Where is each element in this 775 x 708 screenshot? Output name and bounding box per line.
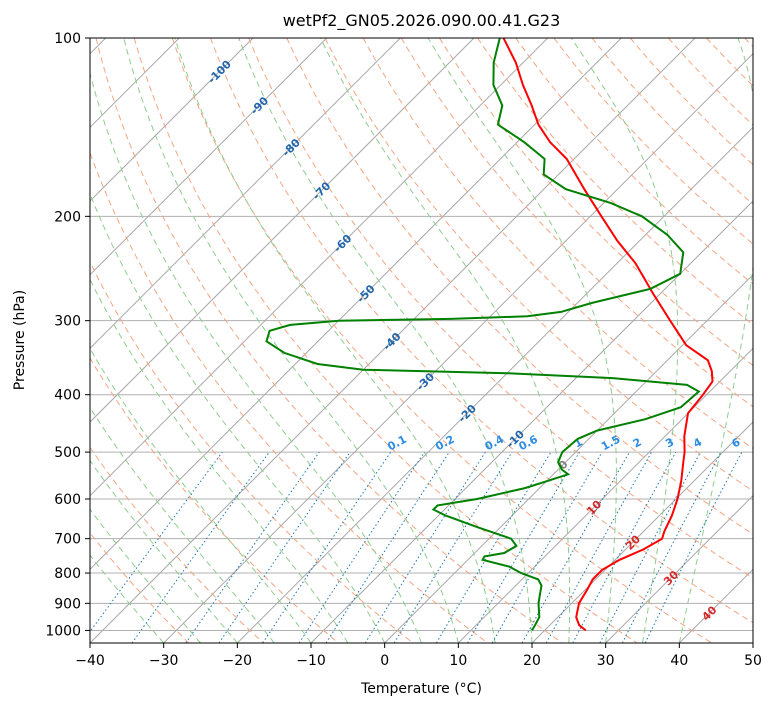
x-tick-label: 30 xyxy=(597,653,615,669)
moist-adiabat-line xyxy=(174,38,496,643)
dry-adiabat-line xyxy=(248,38,753,579)
isotherm-line xyxy=(90,38,401,350)
moist-adiabat-line xyxy=(678,38,753,643)
dry-adiabat-line xyxy=(400,38,753,408)
isotherm-line xyxy=(384,273,753,643)
mixing-ratio-line xyxy=(325,451,450,643)
x-tick-label: 20 xyxy=(523,653,541,669)
isotherm-line xyxy=(90,38,475,423)
x-axis-title: Temperature (°C) xyxy=(360,681,482,697)
y-tick-label: 600 xyxy=(54,492,81,508)
plot-frame xyxy=(89,37,754,644)
moist-adiabat-line xyxy=(90,554,165,643)
moist-adiabat-line xyxy=(90,192,386,643)
y-tick-label: 700 xyxy=(54,532,81,548)
x-tick-label: 0 xyxy=(380,653,389,669)
x-tick-label: 40 xyxy=(670,653,688,669)
mixing-ratio-line xyxy=(298,451,425,643)
temperature-profile-line xyxy=(502,38,714,632)
dry-adiabat-line xyxy=(95,38,563,643)
mixing-ratio-line xyxy=(262,451,392,643)
mixing-ratio-line xyxy=(545,451,653,643)
moist-adiabat-line xyxy=(90,406,275,643)
y-tick-label: 400 xyxy=(54,388,81,404)
moist-adiabat-line xyxy=(123,38,459,643)
axes: −40 −30 −20 −10 0 10 20 30 40 50 100 200 300 400 500 60… xyxy=(45,31,762,669)
dry-adiabat-line xyxy=(171,38,712,643)
dry-adiabat-line xyxy=(90,260,414,643)
moist-adiabat-line xyxy=(90,71,422,643)
moist-adiabat-line xyxy=(238,38,533,643)
mixing-ratio-line xyxy=(644,451,743,643)
dry-adiabat-line xyxy=(553,38,753,245)
dry-adiabat-line xyxy=(90,446,264,643)
y-tick-label: 500 xyxy=(54,445,81,461)
dry-adiabat-line xyxy=(90,357,339,643)
x-tick-label: −20 xyxy=(223,653,253,669)
isotherm-line xyxy=(605,494,753,643)
dry-adiabat-line xyxy=(286,38,753,535)
isotherm-line xyxy=(163,52,753,643)
chart-title: wetPf2_GN05.2026.090.00.41.G23 xyxy=(283,11,561,31)
mixing-ratio-line xyxy=(393,451,513,643)
mixing-ratio-line xyxy=(131,451,270,643)
mixing-ratio-line xyxy=(521,451,630,643)
isotherm-line xyxy=(90,38,254,202)
isotherm-line xyxy=(90,38,549,497)
mixing-ratio-line xyxy=(185,451,320,643)
x-tick-label: −40 xyxy=(75,653,105,669)
x-tick-label: −10 xyxy=(296,653,326,669)
moist-adiabat-line xyxy=(90,278,349,643)
mixing-ratio-line xyxy=(218,451,351,643)
y-tick-label: 1000 xyxy=(45,623,81,639)
y-tick-label: 900 xyxy=(54,596,81,612)
isotherm-line xyxy=(531,421,753,643)
y-tick-label: 200 xyxy=(54,209,81,225)
dewpoint-profile-line xyxy=(265,38,701,631)
moist-adiabat-line xyxy=(570,38,679,643)
isotherm-line xyxy=(457,347,753,643)
dry-adiabat-line xyxy=(438,38,753,367)
mixing-ratio-line xyxy=(90,451,223,633)
x-tick-label: 50 xyxy=(744,653,762,669)
moist-adiabat-line xyxy=(90,459,238,643)
moist-adiabat-line xyxy=(320,38,571,643)
x-tick-label: 10 xyxy=(449,653,467,669)
dry-adiabat-line xyxy=(210,38,753,624)
mixing-ratio-line xyxy=(572,451,677,643)
moist-adiabat-line xyxy=(90,508,201,643)
dry-adiabat-line xyxy=(591,38,753,205)
dry-adiabat-line xyxy=(362,38,753,450)
y-axis-title: Pressure (hPa) xyxy=(12,290,28,390)
isotherm-line xyxy=(236,126,753,643)
y-tick-label: 300 xyxy=(54,314,81,330)
isotherm-line xyxy=(90,38,328,276)
y-tick-label: 100 xyxy=(54,31,81,47)
moist-adiabat-line xyxy=(427,38,617,643)
y-tick-label: 800 xyxy=(54,566,81,582)
dry-adiabat-line xyxy=(133,38,638,643)
moist-adiabat-line xyxy=(90,347,312,643)
x-tick-label: −30 xyxy=(149,653,179,669)
dry-adiabat-line xyxy=(324,38,753,492)
